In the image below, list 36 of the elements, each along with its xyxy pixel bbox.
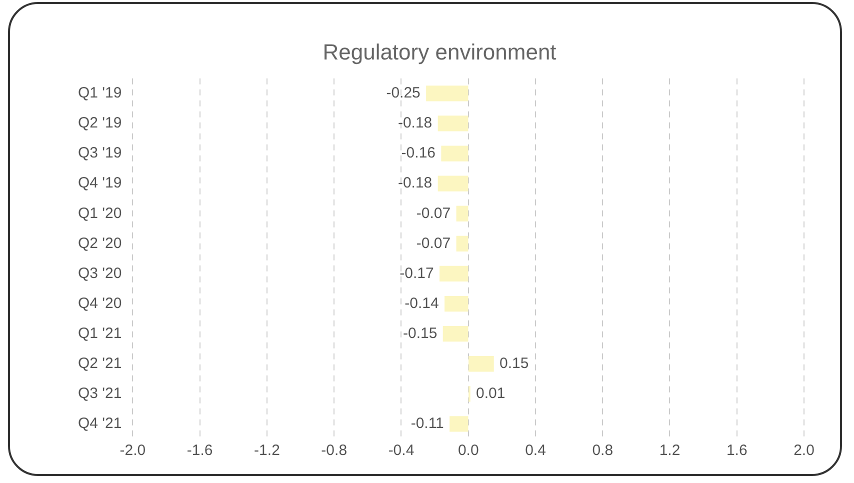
x-tick-label: 2.0	[794, 442, 814, 460]
y-tick-label: Q3 '19	[78, 144, 122, 162]
x-tick-label: 1.2	[659, 442, 680, 460]
data-label: -0.11	[410, 415, 444, 432]
data-label: -0.15	[402, 324, 438, 342]
y-tick-label: Q1 '19	[78, 84, 122, 102]
x-tick-label: 0.0	[458, 442, 479, 460]
data-label: -0.16	[401, 144, 436, 162]
x-tick-label: -1.6	[186, 442, 213, 460]
data-label: -0.25	[386, 84, 420, 102]
y-tick-label: Q4 '21	[78, 415, 122, 432]
x-tick-label: 1.6	[726, 442, 748, 460]
data-label: -0.18	[398, 114, 432, 132]
y-tick-label: Q2 '20	[78, 234, 122, 252]
data-label: -0.07	[416, 204, 451, 222]
y-tick-label: Q1 '20	[78, 204, 122, 222]
y-tick-label: Q3 '20	[78, 264, 122, 282]
x-tick-label: -0.8	[321, 442, 348, 460]
y-tick-label: Q4 '20	[78, 294, 122, 312]
chart-title: Regulatory environment	[322, 39, 556, 64]
y-tick-label: Q4 '19	[78, 174, 122, 192]
data-label: -0.14	[404, 294, 439, 312]
data-label: 0.15	[500, 355, 529, 372]
y-tick-label: Q2 '21	[78, 355, 122, 372]
y-tick-label: Q2 '19	[78, 114, 122, 132]
x-tick-label: 0.8	[592, 442, 614, 460]
y-tick-label: Q3 '21	[78, 385, 122, 402]
data-label: -0.07	[416, 234, 451, 252]
data-label: 0.01	[476, 385, 506, 402]
data-label: -0.17	[400, 264, 434, 282]
y-tick-label: Q1 '21	[78, 324, 122, 342]
x-tick-label: -0.4	[388, 442, 414, 460]
data-label: -0.18	[398, 174, 432, 192]
x-tick-label: -1.2	[254, 442, 280, 460]
x-tick-label: -2.0	[120, 442, 146, 460]
x-tick-label: 0.4	[525, 442, 546, 460]
